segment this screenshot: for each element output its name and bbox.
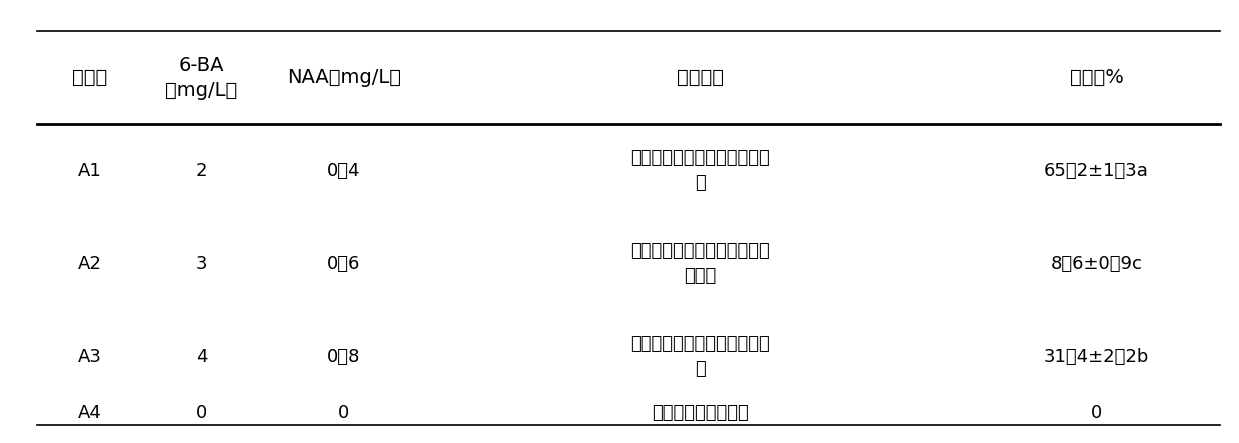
Text: 0．8: 0．8 [327, 348, 361, 365]
Text: A3: A3 [78, 348, 102, 365]
Text: 较绿，生芽率高，分化效果良
好: 较绿，生芽率高，分化效果良 好 [631, 149, 769, 192]
Text: 0．6: 0．6 [327, 255, 361, 272]
Text: 0: 0 [1090, 404, 1103, 422]
Text: 黄绿色，有芽点出现，分化一
般: 黄绿色，有芽点出现，分化一 般 [631, 335, 769, 378]
Text: 嫩黄色，分化现象不明显，且
分化慢: 嫩黄色，分化现象不明显，且 分化慢 [631, 242, 769, 285]
Text: 2: 2 [196, 162, 207, 179]
Text: 0: 0 [196, 404, 207, 422]
Text: 愈伤状态: 愈伤状态 [676, 68, 724, 87]
Text: 8．6±0．9c: 8．6±0．9c [1051, 255, 1142, 272]
Text: 3: 3 [196, 255, 207, 272]
Text: 6-BA
（mg/L）: 6-BA （mg/L） [165, 55, 238, 100]
Text: 31．4±2．2b: 31．4±2．2b [1043, 348, 1150, 365]
Text: NAA（mg/L）: NAA（mg/L） [286, 68, 401, 87]
Text: 0: 0 [338, 404, 349, 422]
Text: 4: 4 [196, 348, 207, 365]
Text: 培养基: 培养基 [72, 68, 108, 87]
Text: A4: A4 [78, 404, 102, 422]
Text: 外植体萎缩，无分化: 外植体萎缩，无分化 [652, 404, 748, 422]
Text: A2: A2 [78, 255, 102, 272]
Text: 65．2±1．3a: 65．2±1．3a [1044, 162, 1149, 179]
Text: A1: A1 [78, 162, 102, 179]
Text: 出芽率%: 出芽率% [1069, 68, 1124, 87]
Text: 0．4: 0．4 [327, 162, 361, 179]
